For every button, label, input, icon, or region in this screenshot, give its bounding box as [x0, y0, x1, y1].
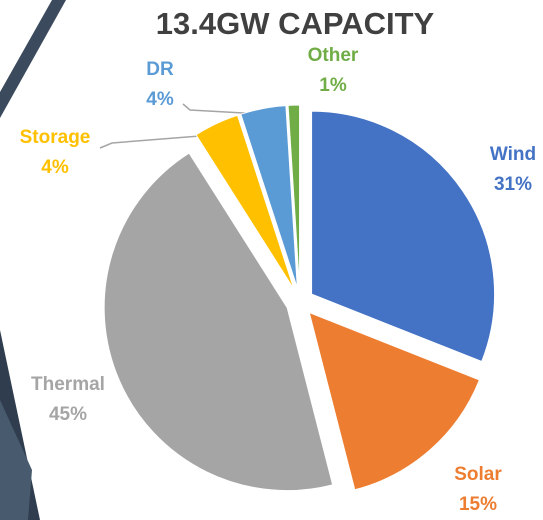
- pie-slice: [195, 114, 295, 290]
- chart-title: 13.4GW CAPACITY: [156, 6, 435, 41]
- decor: [0, 400, 32, 520]
- slice-label: Storage: [20, 127, 91, 148]
- slice-value-label: 4%: [41, 157, 69, 178]
- slice-label: Solar: [454, 464, 502, 485]
- slice-value-label: 4%: [146, 89, 174, 110]
- slice-value-label: 15%: [459, 494, 497, 515]
- pie-slice: [311, 110, 496, 363]
- pie-slice: [287, 104, 301, 289]
- slice-value-label: 31%: [494, 174, 532, 195]
- pie-slice: [103, 152, 334, 492]
- pie-slice: [308, 311, 481, 491]
- pie-slice: [240, 105, 298, 289]
- slice-label: Other: [308, 45, 359, 66]
- slice-label: Thermal: [31, 374, 105, 395]
- decor: [0, 0, 66, 118]
- slice-label: DR: [146, 59, 174, 80]
- leader-line: [99, 135, 201, 149]
- leader-line: [182, 103, 263, 115]
- slice-value-label: 1%: [319, 75, 347, 96]
- slice-value-label: 45%: [49, 404, 87, 425]
- slice-label: Wind: [490, 144, 536, 165]
